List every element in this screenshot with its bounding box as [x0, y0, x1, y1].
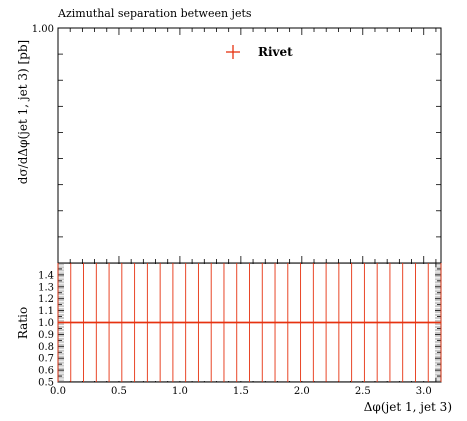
legend: Rivet: [226, 45, 293, 59]
main-plot-frame: [57, 27, 442, 264]
ratio-ytick-label: 1.4: [38, 270, 54, 281]
ratio-ytick-label: 0.8: [38, 342, 54, 353]
x-axis-label: Δφ(jet 1, jet 3): [364, 400, 452, 414]
xtick-label: 2.0: [294, 386, 310, 397]
main-plot-ticks: [57, 27, 441, 264]
ratio-ytick-label: 0.9: [38, 330, 54, 341]
ratio-ytick-label: 1.0: [38, 318, 54, 329]
xtick-label: 3.0: [416, 386, 432, 397]
xtick-label: 1.0: [172, 386, 188, 397]
main-y-axis-label: dσ/dΔφ(jet 1, jet 3) [pb]: [16, 40, 30, 184]
xtick-label: 0.5: [111, 386, 127, 397]
ratio-ytick-label: 1.1: [38, 306, 54, 317]
ratio-y-axis-label: Ratio: [16, 307, 30, 339]
chart-title: Azimuthal separation between jets: [57, 7, 252, 20]
xtick-label: 0.0: [50, 386, 66, 397]
ratio-ytick-label: 0.6: [38, 366, 54, 377]
main-ytick-label: 1.00: [32, 24, 54, 35]
legend-label-rivet: Rivet: [258, 45, 293, 59]
xtick-label: 1.5: [233, 386, 249, 397]
ratio-ytick-label: 1.3: [38, 282, 54, 293]
xtick-label: 2.5: [355, 386, 371, 397]
ratio-ytick-label: 0.5: [38, 378, 54, 389]
ratio-series: [57, 263, 442, 382]
ratio-ytick-label: 0.7: [38, 354, 54, 365]
ratio-ytick-label: 1.2: [38, 294, 54, 305]
